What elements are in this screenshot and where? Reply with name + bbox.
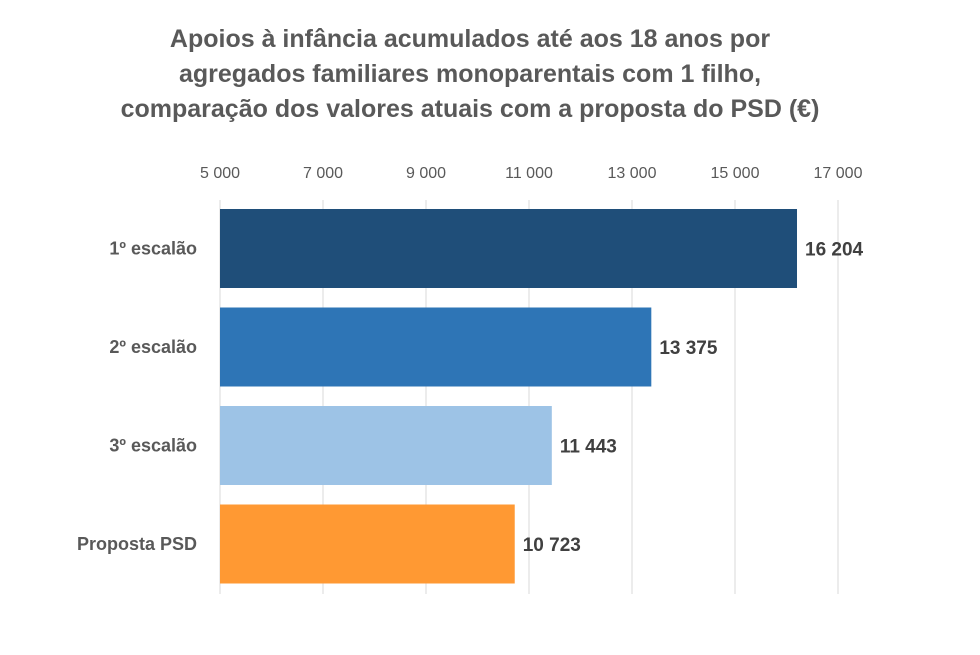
data-labels: 16 204 13 375 11 443 10 723 (523, 240, 864, 557)
x-tick-label: 5 000 (200, 165, 240, 182)
data-label: 11 443 (560, 437, 617, 458)
x-tick-label: 17 000 (814, 165, 863, 182)
chart-title-line: comparação dos valores atuais com a prop… (120, 95, 820, 123)
category-label: Proposta PSD (77, 534, 197, 554)
data-label: 13 375 (659, 338, 718, 359)
data-label: 16 204 (805, 240, 864, 261)
bar (220, 504, 515, 584)
x-tick-label: 15 000 (711, 165, 760, 182)
bar (220, 307, 652, 387)
chart-title: Apoios à infância acumulados até aos 18 … (0, 22, 940, 127)
bars (220, 209, 798, 584)
category-label: 2º escalão (109, 337, 197, 357)
chart-title-line: Apoios à infância acumulados até aos 18 … (169, 25, 771, 53)
category-label: 3º escalão (109, 436, 197, 456)
x-tick-label: 13 000 (608, 165, 657, 182)
category-labels: 1º escalão 2º escalão 3º escalão Proposta P… (77, 239, 197, 555)
data-label: 10 723 (523, 535, 581, 556)
category-label: 1º escalão (109, 239, 197, 259)
x-tick-label: 11 000 (505, 165, 553, 182)
bar (220, 209, 798, 288)
x-tick-label: 7 000 (303, 165, 343, 182)
x-axis-ticks: 5 000 7 000 9 000 11 000 13 000 15 000 17 000 (200, 165, 863, 182)
chart-title-line: agregados familiares monoparentais com 1… (178, 60, 762, 88)
bar (220, 406, 552, 485)
x-tick-label: 9 000 (406, 165, 446, 182)
